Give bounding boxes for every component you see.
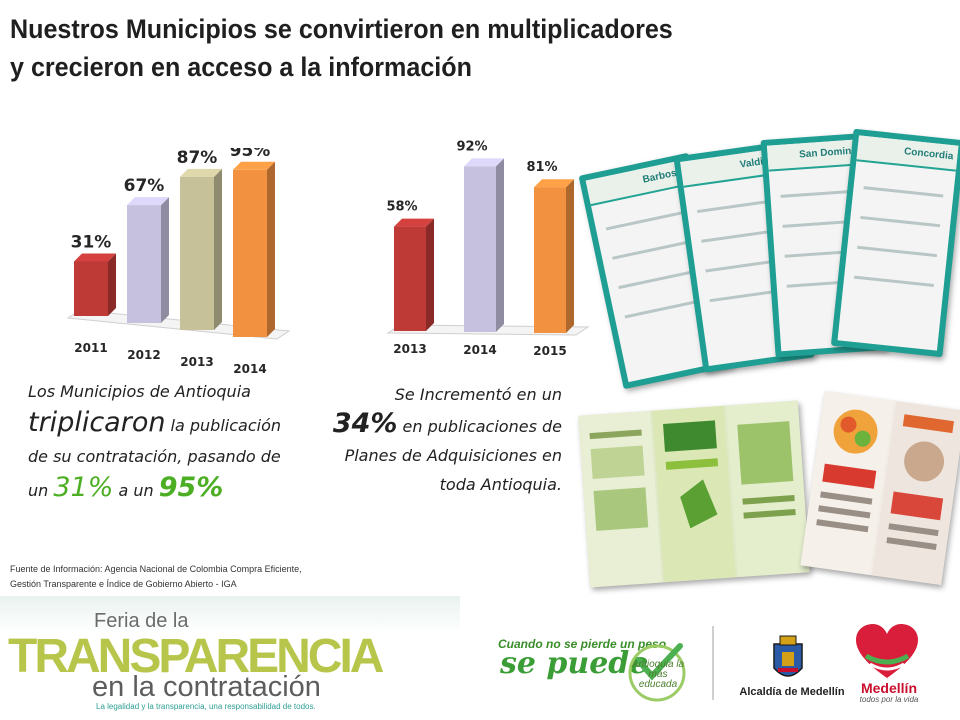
brochure-secop-photo <box>800 390 960 586</box>
x-tick-2013: 2013 <box>393 342 426 356</box>
caption-municipios: Los Municipios de Antioquia triplicaron … <box>28 376 298 506</box>
medellin-logo: Medellín todos por la vida <box>852 680 926 704</box>
logo-divider <box>712 626 714 700</box>
antioquia-checkmark-icon <box>628 643 686 702</box>
sponsor-logos: Cuando no se pierde un peso se puede Ant… <box>460 596 960 720</box>
caption-left-part2: la publicación de su contratación, pasan… <box>28 416 281 500</box>
brochure-feria-graphic <box>578 400 810 588</box>
chart-planes-svg: 58% 2013 92% 2014 81% 2015 <box>386 139 590 358</box>
brochure-feria-photo <box>578 400 810 588</box>
data-label-2011: 31% <box>71 232 112 252</box>
x-tick-2012: 2012 <box>127 348 160 362</box>
flyer-barbosa-title: Barbosa <box>585 159 689 207</box>
title-line-1: Nuestros Municipios se convirtieron en m… <box>10 14 673 44</box>
municipal-flyers: Barbosa Valdivia San Domingo Concordia <box>578 122 960 392</box>
chart-municipios: 31% 2011 67% 2012 87% 2013 95% 2014 <box>60 148 310 384</box>
caption-left-pct-from: 31% <box>53 472 114 503</box>
data-label-2014: 92% <box>456 139 487 154</box>
bar-2014 <box>233 161 275 337</box>
caption-left-part3: a un <box>113 481 159 500</box>
bar-2012 <box>127 197 169 323</box>
feria-logo-word: TRANSPARENCIA <box>8 630 384 683</box>
data-label-2012: 67% <box>124 176 165 196</box>
medellin-logo-word: Medellín <box>860 680 917 696</box>
source-line-2: Gestión Transparente e Índice de Gobiern… <box>10 579 237 589</box>
campaign-slogan-big: se puede <box>500 646 649 681</box>
caption-planes: Se Incrementó en un 34% en publicaciones… <box>328 380 562 499</box>
x-tick-2014: 2014 <box>233 362 266 376</box>
x-tick-2014: 2014 <box>463 343 496 357</box>
caption-right-part1: Se Incrementó en un <box>394 385 562 404</box>
medellin-coat-of-arms-icon <box>773 635 803 677</box>
x-tick-2011: 2011 <box>74 341 107 355</box>
campaign-slogan-small: Cuando no se pierde un peso <box>498 637 667 651</box>
data-label-2015: 81% <box>526 160 557 175</box>
bar-2015 <box>534 179 574 333</box>
data-label-2013: 58% <box>386 200 417 215</box>
title-line-2: y crecieron en acceso a la información <box>10 52 472 82</box>
footer-banner: Feria de la TRANSPARENCIA en la contrata… <box>0 596 960 720</box>
source-line-1: Fuente de Información: Agencia Nacional … <box>10 564 302 574</box>
data-label-2014: 95% <box>230 148 271 161</box>
bar-2013 <box>394 218 434 331</box>
flyer-text-line <box>860 215 941 228</box>
medellin-heart-icon <box>856 624 918 678</box>
page-title: Nuestros Municipios se convirtieron en m… <box>10 10 673 86</box>
flyer-text-line <box>612 240 691 260</box>
flyer-concordia-title: Concordia <box>856 135 959 172</box>
feria-label-sub: en la contratación <box>92 671 321 703</box>
chart-planes: 58% 2013 92% 2014 81% 2015 <box>330 116 636 378</box>
x-tick-2013: 2013 <box>180 355 213 369</box>
source-note: Fuente de Información: Agencia Nacional … <box>10 562 390 592</box>
flyer-text-line <box>605 210 685 231</box>
data-label-2013: 87% <box>177 148 218 168</box>
caption-right-part2: en publicaciones de Planes de Adquisicio… <box>344 417 562 494</box>
caption-left-part1: Los Municipios de Antioquia <box>28 382 251 401</box>
bar-2014 <box>464 158 504 332</box>
caption-left-pct-to: 95% <box>158 472 224 503</box>
medellin-logo-tagline: todos por la vida <box>859 695 919 704</box>
bar-2013 <box>180 168 222 330</box>
feria-label-small: Feria de la <box>94 610 189 632</box>
feria-tagline: La legalidad y la transparencia, una res… <box>96 702 316 711</box>
flyer-concordia: Concordia <box>830 128 960 358</box>
x-tick-2015: 2015 <box>533 344 566 358</box>
caption-left-big-word: triplicaron <box>28 407 166 438</box>
flyer-text-line <box>618 269 698 290</box>
flyer-text-line <box>624 298 704 319</box>
caption-right-pct: 34% <box>332 408 398 439</box>
flyer-text-line <box>857 245 938 258</box>
alcaldia-label: Alcaldía de Medellín <box>739 686 845 698</box>
antioquia-slogan: Antioquia la más educada <box>631 659 685 690</box>
flyer-concordia-page: Concordia <box>837 135 959 351</box>
flyer-text-line <box>863 186 944 198</box>
flyer-text-line <box>854 275 934 287</box>
bar-2011 <box>74 253 116 316</box>
chart-municipios-svg: 31% 2011 67% 2012 87% 2013 95% 2014 <box>66 148 291 376</box>
brochure-secop-graphic <box>800 390 960 586</box>
